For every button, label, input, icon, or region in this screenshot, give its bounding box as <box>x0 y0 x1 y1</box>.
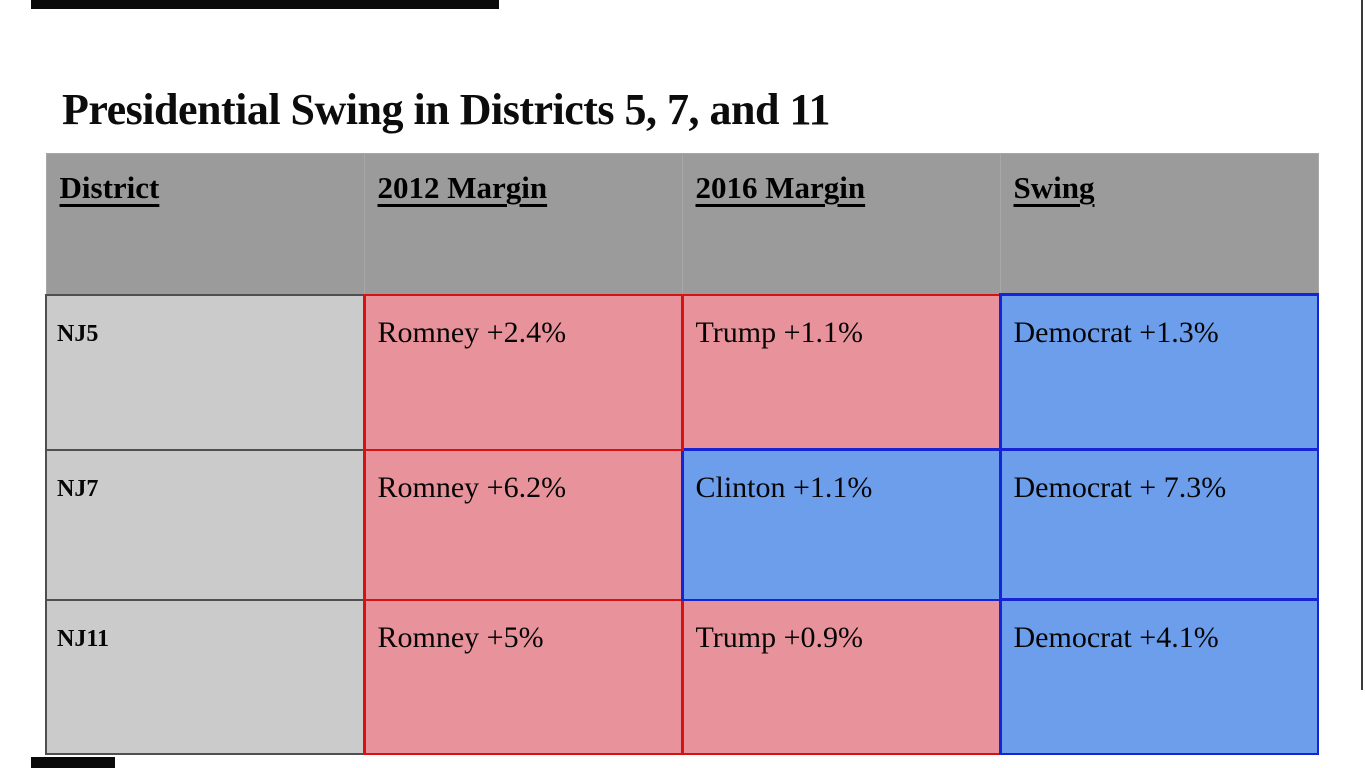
header-district: District <box>45 153 365 295</box>
margin-cell-democrat: Democrat + 7.3% <box>998 448 1319 601</box>
district-cell: NJ11 <box>45 598 365 755</box>
header-2012-margin: 2012 Margin <box>363 153 683 295</box>
top-accent-bar <box>31 0 499 9</box>
district-cell: NJ5 <box>45 293 365 451</box>
margin-cell-republican: Romney +6.2% <box>362 448 683 601</box>
margin-cell-democrat: Democrat +1.3% <box>998 293 1319 451</box>
header-2016-margin: 2016 Margin <box>681 153 1001 295</box>
margin-cell-democrat: Clinton +1.1% <box>680 448 1001 601</box>
slide-title: Presidential Swing in Districts 5, 7, an… <box>62 85 831 134</box>
district-cell: NJ7 <box>45 448 365 601</box>
swing-table: District 2012 Margin 2016 Margin Swing N… <box>45 153 1319 755</box>
margin-cell-democrat: Democrat +4.1% <box>998 598 1319 755</box>
table-row: NJ11 Romney +5% Trump +0.9% Democrat +4.1% <box>45 598 1319 755</box>
margin-cell-republican: Trump +0.9% <box>680 598 1001 755</box>
margin-cell-republican: Romney +2.4% <box>362 293 683 451</box>
table-body: NJ5 Romney +2.4% Trump +1.1% Democrat +1.3%… <box>45 293 1319 755</box>
table-row: NJ7 Romney +6.2% Clinton +1.1% Democrat + 7… <box>45 448 1319 601</box>
bottom-accent-bar <box>31 757 115 768</box>
margin-cell-republican: Romney +5% <box>362 598 683 755</box>
margin-cell-republican: Trump +1.1% <box>680 293 1001 451</box>
header-swing: Swing <box>999 153 1319 295</box>
table-row: NJ5 Romney +2.4% Trump +1.1% Democrat +1.3% <box>45 293 1319 451</box>
right-edge-line <box>1361 0 1363 690</box>
table-header-row: District 2012 Margin 2016 Margin Swing <box>45 153 1319 295</box>
